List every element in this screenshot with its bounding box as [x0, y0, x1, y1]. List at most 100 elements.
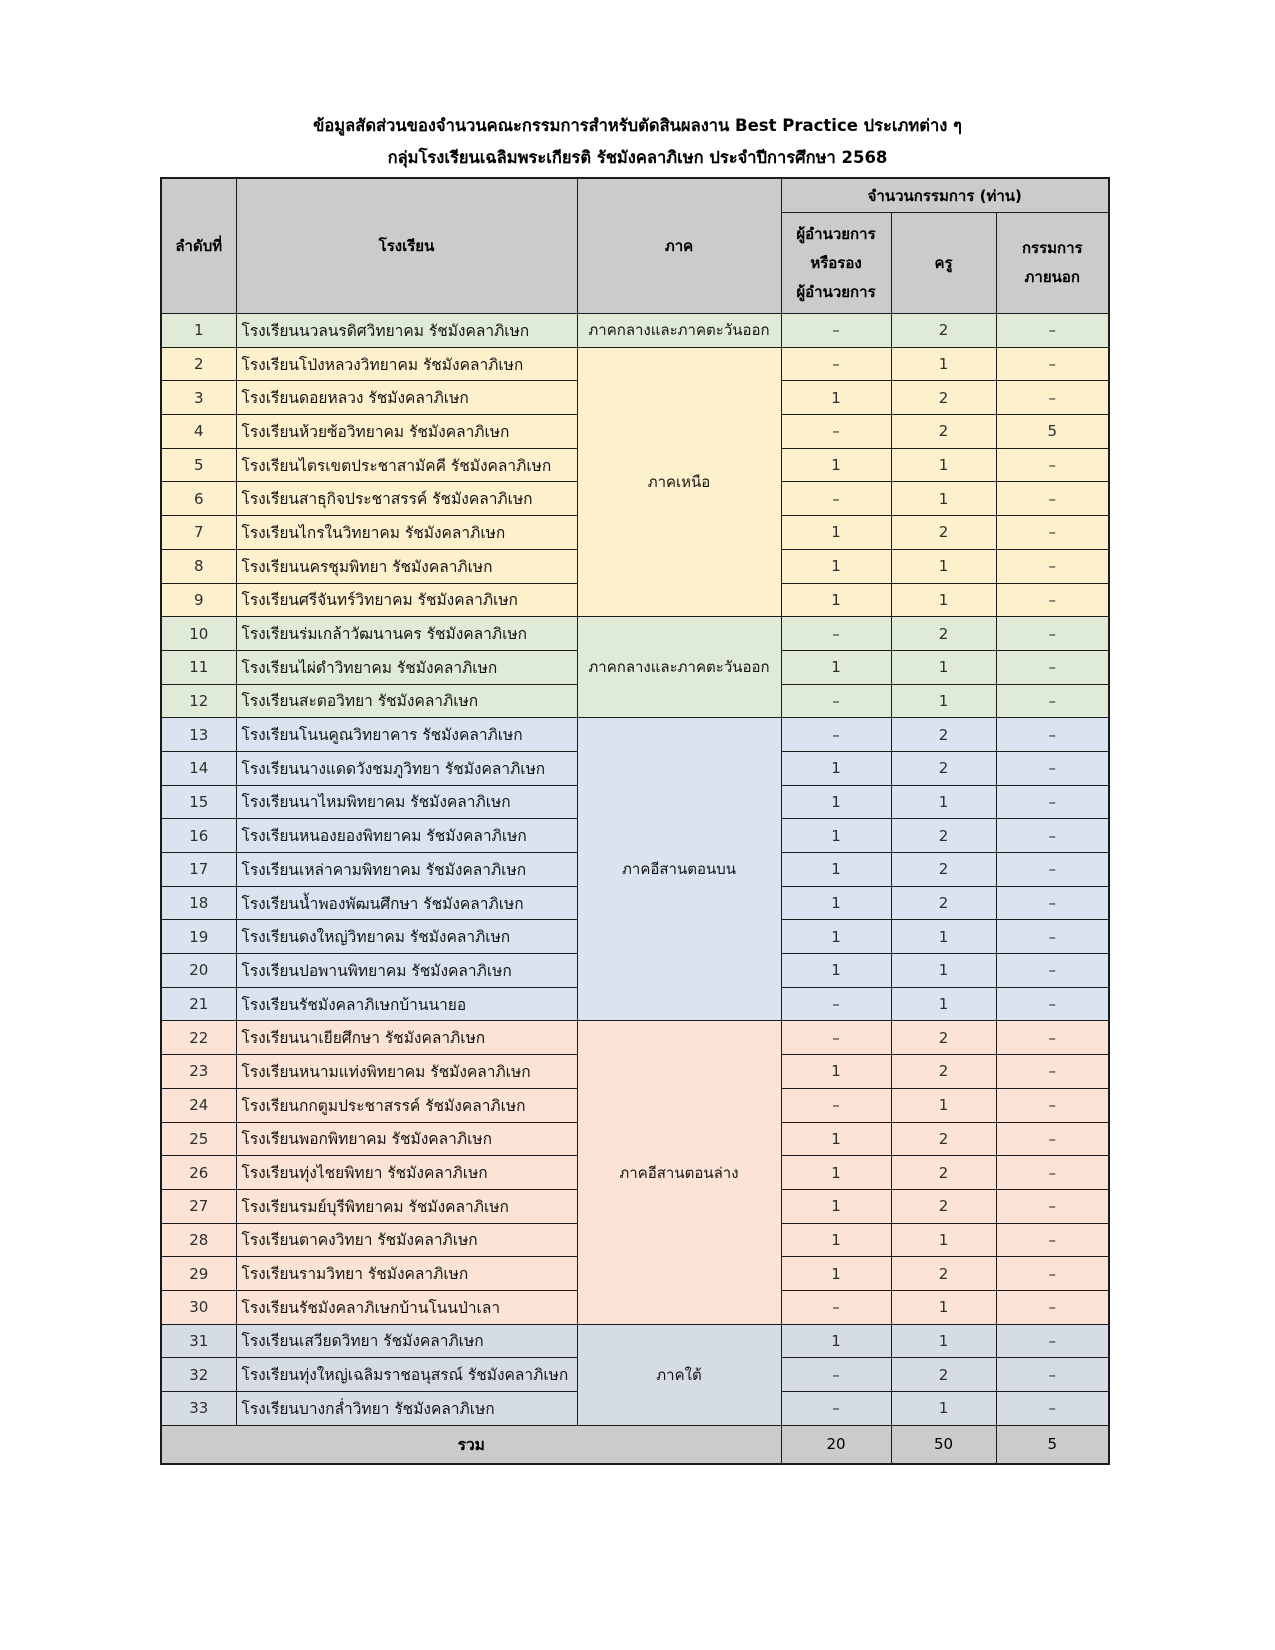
school-name: โรงเรียนกกตูมประชาสรรค์ รัชมังคลาภิเษก	[235, 1087, 578, 1123]
director-count: –	[780, 1020, 892, 1056]
row-number: 1	[160, 313, 237, 348]
director-count: –	[780, 1357, 892, 1392]
school-name: โรงเรียนนครชุมพิทยา รัชมังคลาภิเษก	[235, 548, 578, 584]
table-row: 33 โรงเรียนบางกล่ำวิทยา รัชมังคลาภิเษก –1–	[160, 1391, 1110, 1426]
header-director-or-deputy: ผู้อำนวยการ หรือรอง ผู้อำนวยการ	[780, 212, 892, 314]
row-number: 31	[160, 1323, 237, 1359]
school-name: โรงเรียนร่มเกล้าวัฒนานคร รัชมังคลาภิเษก	[235, 616, 578, 651]
school-name: โรงเรียนนาเยียศึกษา รัชมังคลาภิเษก	[235, 1020, 578, 1056]
total-label: รวม	[160, 1424, 782, 1465]
director-count: –	[780, 313, 892, 348]
table-header: ลำดับที่ โรงเรียน ภาค จำนวนกรรมการ (ท่าน…	[160, 177, 1110, 314]
table-row: 20 โรงเรียนปอพานพิทยาคม รัชมังคลาภิเษก 1 1–	[160, 953, 1110, 988]
director-count: –	[780, 683, 892, 719]
table-row: 31 โรงเรียนเสวียดวิทยา รัชมังคลาภิเษก ภาคใ…	[160, 1323, 1110, 1426]
title-line-1: ข้อมูลสัดส่วนของจำนวนคณะกรรมการสำหรับตัด…	[313, 116, 962, 135]
director-count: 1	[780, 852, 892, 887]
director-count: 1	[780, 515, 892, 550]
external-count: –	[995, 885, 1110, 921]
row-number: 24	[160, 1087, 237, 1123]
table-row: 5 โรงเรียนไตรเขตประชาสามัคคี รัชมังคลาภิเ…	[160, 447, 1110, 483]
director-count: 1	[780, 1222, 892, 1258]
row-number: 5	[160, 447, 237, 483]
external-count: –	[995, 986, 1110, 1022]
external-count: –	[995, 346, 1110, 382]
header-no: ลำดับที่	[160, 177, 237, 314]
row-number: 30	[160, 1289, 237, 1325]
table-row: 16 โรงเรียนหนองยองพิทยาคม รัชมังคลาภิเษก 1…	[160, 818, 1110, 853]
header-row-top: ลำดับที่ โรงเรียน ภาค จำนวนกรรมการ (ท่าน…	[160, 177, 1110, 314]
school-name: โรงเรียนไผ่ดำวิทยาคม รัชมังคลาภิเษก	[235, 649, 578, 685]
committee-proportion-table: ลำดับที่ โรงเรียน ภาค จำนวนกรรมการ (ท่าน…	[160, 177, 1111, 1465]
row-number: 4	[160, 414, 237, 449]
external-count: –	[995, 1323, 1110, 1359]
school-name: โรงเรียนรัชมังคลาภิเษกบ้านนายอ	[235, 986, 578, 1022]
school-name: โรงเรียนรมย์บุรีพิทยาคม รัชมังคลาภิเษก	[235, 1188, 578, 1224]
teacher-count: 1	[890, 447, 997, 483]
teacher-count: 2	[890, 1256, 997, 1291]
row-number: 13	[160, 717, 237, 752]
teacher-count: 2	[890, 750, 997, 786]
teacher-count: 1	[890, 986, 997, 1022]
table-row: 9 โรงเรียนศรีจันทร์วิทยาคม รัชมังคลาภิเษก…	[160, 582, 1110, 618]
table-row: 19 โรงเรียนดงใหญ่วิทยาคม รัชมังคลาภิเษก 1 1…	[160, 919, 1110, 955]
row-number: 14	[160, 750, 237, 786]
school-name: โรงเรียนรัชมังคลาภิเษกบ้านโนนป่าเลา	[235, 1289, 578, 1325]
header-row-sub: ผู้อำนวยการ หรือรอง ผู้อำนวยการ ครู กรรม…	[161, 212, 1110, 314]
table-row: 8 โรงเรียนนครชุมพิทยา รัชมังคลาภิเษก 1 1–	[160, 548, 1110, 584]
director-count: 1	[780, 1155, 892, 1190]
total-external-count: 5	[995, 1424, 1110, 1465]
total-teacher-count: 50	[890, 1424, 997, 1465]
table-row: 32 โรงเรียนทุ่งใหญ่เฉลิมราชอนุสรณ์ รัชมัง…	[160, 1357, 1110, 1392]
table-body: 1 โรงเรียนนวลนรดิศวิทยาคม รัชมังคลาภิเษกภ…	[160, 313, 1110, 1426]
region-cell: ภาคอีสานตอนบน	[576, 717, 782, 1022]
teacher-count: 1	[890, 1222, 997, 1258]
row-number: 10	[160, 616, 237, 651]
table-row: 17 โรงเรียนเหล่าคามพิทยาคม รัชมังคลาภิเษก…	[160, 852, 1110, 887]
director-count: 1	[780, 447, 892, 483]
school-name: โรงเรียนนาไหมพิทยาคม รัชมังคลาภิเษก	[235, 784, 578, 820]
teacher-count: 1	[890, 784, 997, 820]
school-name: โรงเรียนสะตอวิทยา รัชมังคลาภิเษก	[235, 683, 578, 719]
table-row: 10 โรงเรียนร่มเกล้าวัฒนานคร รัชมังคลาภิเษ…	[160, 616, 1110, 719]
teacher-count: 2	[890, 380, 997, 416]
table-row: 1 โรงเรียนนวลนรดิศวิทยาคม รัชมังคลาภิเษกภ…	[160, 313, 1110, 348]
external-count: –	[995, 447, 1110, 483]
teacher-count: 1	[890, 919, 997, 955]
table-row: 29 โรงเรียนรามวิทยา รัชมังคลาภิเษก 1 2–	[160, 1256, 1110, 1291]
director-count: 1	[780, 1054, 892, 1089]
external-count: –	[995, 1188, 1110, 1224]
school-name: โรงเรียนโนนคูณวิทยาคาร รัชมังคลาภิเษก	[235, 717, 578, 752]
external-count: –	[995, 1121, 1110, 1157]
teacher-count: 1	[890, 346, 997, 382]
row-number: 15	[160, 784, 237, 820]
teacher-count: 1	[890, 649, 997, 685]
row-number: 19	[160, 919, 237, 955]
school-name: โรงเรียนโป่งหลวงวิทยาคม รัชมังคลาภิเษก	[235, 346, 578, 382]
director-count: 1	[780, 548, 892, 584]
table-row: 30 โรงเรียนรัชมังคลาภิเษกบ้านโนนป่าเลา –1–	[160, 1289, 1110, 1325]
director-count: –	[780, 986, 892, 1022]
director-count: 1	[780, 1256, 892, 1291]
director-count: –	[780, 481, 892, 517]
director-count: 1	[780, 582, 892, 618]
school-name: โรงเรียนน้ำพองพัฒนศึกษา รัชมังคลาภิเษก	[235, 885, 578, 921]
external-count: –	[995, 649, 1110, 685]
external-count: –	[995, 313, 1110, 348]
director-count: 1	[780, 784, 892, 820]
external-count: –	[995, 481, 1110, 517]
table-row: 11 โรงเรียนไผ่ดำวิทยาคม รัชมังคลาภิเษก 1 1–	[160, 649, 1110, 685]
school-name: โรงเรียนรามวิทยา รัชมังคลาภิเษก	[235, 1256, 578, 1291]
school-name: โรงเรียนนางแดดวังชมภูวิทยา รัชมังคลาภิเษ…	[235, 750, 578, 786]
teacher-count: 1	[890, 1289, 997, 1325]
table-row: 24 โรงเรียนกกตูมประชาสรรค์ รัชมังคลาภิเษก…	[160, 1087, 1110, 1123]
region-cell: ภาคใต้	[576, 1323, 782, 1426]
external-count: –	[995, 1155, 1110, 1190]
school-name: โรงเรียนหนองยองพิทยาคม รัชมังคลาภิเษก	[235, 818, 578, 853]
table-row: 23 โรงเรียนหนามแท่งพิทยาคม รัชมังคลาภิเษก…	[160, 1054, 1110, 1089]
table-row: 12 โรงเรียนสะตอวิทยา รัชมังคลาภิเษก –1–	[160, 683, 1110, 719]
school-name: โรงเรียนดอยหลวง รัชมังคลาภิเษก	[235, 380, 578, 416]
row-number: 29	[160, 1256, 237, 1291]
director-count: –	[780, 717, 892, 752]
external-count: –	[995, 1289, 1110, 1325]
